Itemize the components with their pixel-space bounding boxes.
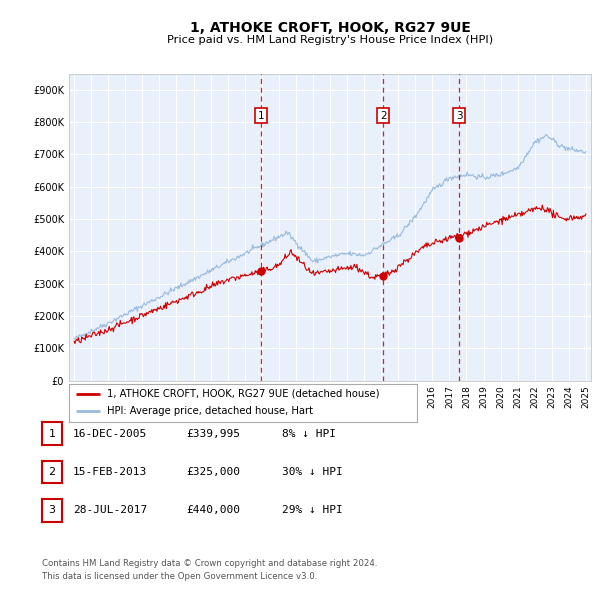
Text: Price paid vs. HM Land Registry's House Price Index (HPI): Price paid vs. HM Land Registry's House … [167,35,493,45]
Text: 1: 1 [258,111,265,121]
Text: £339,995: £339,995 [186,429,240,438]
Text: 16-DEC-2005: 16-DEC-2005 [73,429,148,438]
Text: 29% ↓ HPI: 29% ↓ HPI [282,506,343,515]
Text: 1, ATHOKE CROFT, HOOK, RG27 9UE: 1, ATHOKE CROFT, HOOK, RG27 9UE [190,21,470,35]
Text: £440,000: £440,000 [186,506,240,515]
Text: 2: 2 [49,467,55,477]
Text: 1, ATHOKE CROFT, HOOK, RG27 9UE (detached house): 1, ATHOKE CROFT, HOOK, RG27 9UE (detache… [107,389,380,399]
Text: This data is licensed under the Open Government Licence v3.0.: This data is licensed under the Open Gov… [42,572,317,581]
Text: 30% ↓ HPI: 30% ↓ HPI [282,467,343,477]
Text: 3: 3 [456,111,463,121]
Text: 3: 3 [49,506,55,515]
Text: 1: 1 [49,429,55,438]
Text: HPI: Average price, detached house, Hart: HPI: Average price, detached house, Hart [107,407,313,417]
Text: £325,000: £325,000 [186,467,240,477]
Text: Contains HM Land Registry data © Crown copyright and database right 2024.: Contains HM Land Registry data © Crown c… [42,559,377,568]
Text: 28-JUL-2017: 28-JUL-2017 [73,506,148,515]
Text: 15-FEB-2013: 15-FEB-2013 [73,467,148,477]
Text: 8% ↓ HPI: 8% ↓ HPI [282,429,336,438]
Text: 2: 2 [380,111,386,121]
